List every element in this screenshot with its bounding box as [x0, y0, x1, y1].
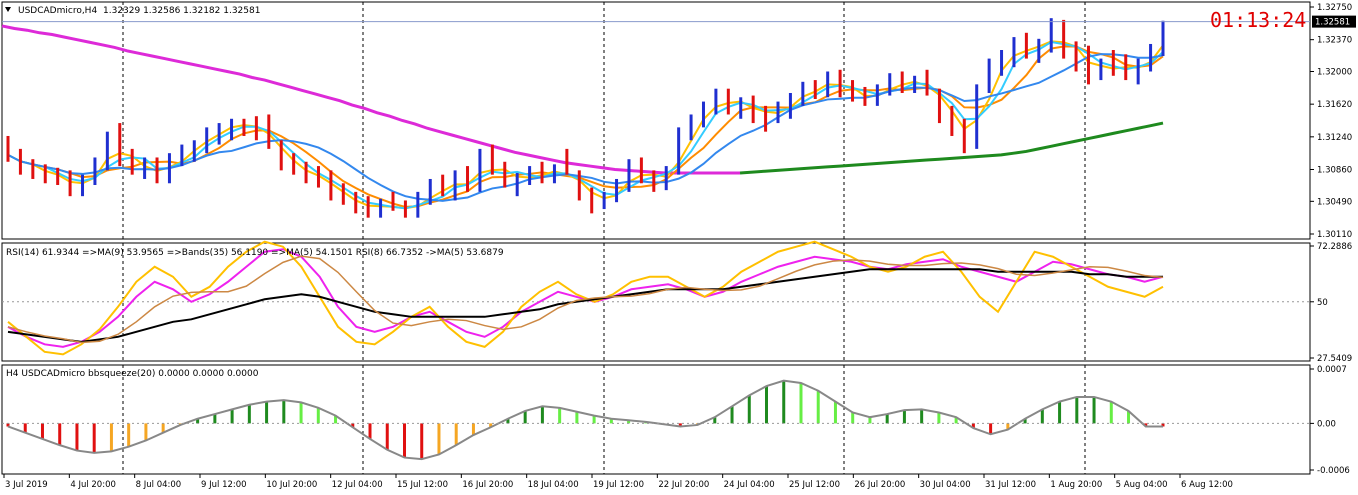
current-price-tag: [1312, 15, 1356, 28]
time-tick-label: 31 Jul 12:00: [985, 480, 1036, 490]
time-tick-label: 12 Jul 04:00: [332, 480, 383, 490]
time-tick-label: 22 Jul 20:00: [658, 480, 709, 490]
squeeze-outline: [7, 379, 1163, 461]
time-tick-label: 18 Jul 04:00: [528, 480, 579, 490]
rsi-ma-line: [7, 255, 1164, 344]
countdown-timer: 01:13:24: [1210, 8, 1306, 32]
squeeze-label: H4 USDCADmicro bbsqueeze(20) 0.0000 0.00…: [6, 369, 259, 379]
time-tick-label: 4 Jul 20:00: [70, 480, 116, 490]
rsi-label: RSI(14) 61.9344 =>MA(9) 53.9565 =>Bands(…: [6, 248, 504, 258]
rsi-tick-label: 50: [1317, 298, 1328, 308]
time-tick-label: 5 Aug 04:00: [1116, 480, 1168, 490]
rsi-tick-label: 27.5409: [1317, 354, 1352, 364]
price-tick-label: 1.32000: [1317, 67, 1352, 77]
time-tick-label: 25 Jul 12:00: [789, 480, 840, 490]
price-tick-label: 1.30490: [1317, 197, 1352, 207]
main-title: USDCADmicro,H4: [18, 6, 97, 16]
rsi-panel[interactable]: 72.2886 50 27.5409: [1, 240, 1352, 364]
time-tick-label: 10 Jul 20:00: [266, 480, 317, 490]
panel-menu-icon[interactable]: [5, 7, 11, 12]
time-tick-label: 6 Aug 12:00: [1181, 480, 1233, 490]
squeeze-tick-label: 0.0007: [1317, 365, 1347, 375]
time-tick-label: 1 Aug 20:00: [1050, 480, 1102, 490]
rsi-series-line: [7, 240, 1164, 356]
ma-yellow-line: [7, 40, 1164, 210]
main-price-panel[interactable]: 1.32750 1.32370 1.32000 1.31620 1.31240 1.308…: [1, 1, 1356, 240]
time-tick-label: 3 Jul 2019: [5, 480, 48, 490]
time-tick-label: 16 Jul 20:00: [462, 480, 513, 490]
rsi-series-line: [7, 268, 1163, 343]
price-tick-label: 1.32750: [1317, 3, 1352, 13]
ma-cyan-line: [7, 40, 1164, 210]
price-tick-label: 1.32370: [1317, 36, 1352, 46]
squeeze-tick-label: 0.00: [1317, 419, 1336, 429]
squeeze-tick-label: -0.0006: [1317, 466, 1350, 476]
time-tick-label: 30 Jul 04:00: [920, 480, 971, 490]
bbsqueeze-panel[interactable]: 0.0007 0.00 -0.0006: [1, 364, 1350, 476]
price-tick-label: 1.31240: [1317, 133, 1352, 143]
time-tick-label: 24 Jul 04:00: [724, 480, 775, 490]
time-tick-label: 19 Jul 12:00: [593, 480, 644, 490]
price-tick-label: 1.30860: [1317, 166, 1352, 176]
time-tick-label: 8 Jul 04:00: [136, 480, 182, 490]
ma-magenta-line: [1, 24, 740, 175]
current-price-label: 1.32581: [1315, 18, 1350, 28]
ma-green-line: [739, 121, 1164, 175]
rsi-tick-label: 72.2886: [1317, 242, 1352, 252]
price-tick-label: 1.30110: [1317, 230, 1352, 240]
main-panel-frame: [1, 1, 1311, 240]
ohlc-readout: 1.32329 1.32586 1.32182 1.32581: [103, 6, 260, 16]
ma-blue-line: [7, 53, 1164, 202]
time-tick-label: 15 Jul 12:00: [397, 480, 448, 490]
time-tick-label: 9 Jul 12:00: [201, 480, 247, 490]
time-axis: 3 Jul 2019 4 Jul 20:00 8 Jul 04:00 9 Jul 12…: [3, 474, 1233, 490]
time-tick-label: 26 Jul 20:00: [854, 480, 905, 490]
squeeze-panel-frame: [1, 364, 1311, 475]
price-tick-label: 1.31620: [1317, 100, 1352, 110]
